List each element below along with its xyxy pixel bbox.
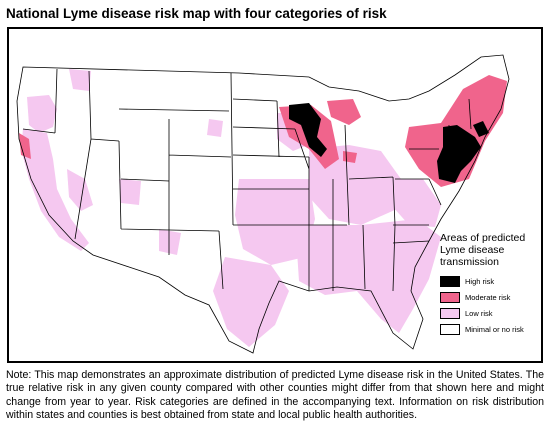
low-risk-areas [21,69,441,347]
low-risk-rockies-north [69,69,91,91]
low-risk-midwest [309,145,401,225]
legend-heading: Areas of predicted Lyme disease transmis… [440,232,526,268]
low-risk-texas [213,257,289,347]
map-note: Note: This map demonstrates an approxima… [6,369,544,422]
map-panel [7,27,543,363]
moderate-risk-california-coast [19,133,31,159]
high-risk-areas [289,103,489,183]
legend-item-high-risk: High risk [440,274,540,288]
moderate-risk-indiana [343,151,357,163]
low-risk-west-coast [21,129,89,251]
low-risk-sierra [67,169,93,211]
legend-item-minimal-risk: Minimal or no risk [440,322,540,336]
high-risk-upper-midwest [289,103,327,157]
legend-swatch-high-risk [440,275,460,287]
legend-swatch-minimal-risk [440,323,460,335]
state-lines-central [218,98,347,291]
legend-swatch-moderate-risk [440,291,460,303]
legend-swatch-low-risk [440,307,460,319]
legend-label-moderate-risk: Moderate risk [465,292,511,302]
high-risk-northeast [437,125,481,183]
low-risk-southeast [297,219,441,333]
state-lines-west [22,68,234,255]
moderate-risk-michigan [327,99,361,125]
high-risk-new-england [473,121,489,137]
legend-label-low-risk: Low risk [465,308,493,318]
low-risk-southwest-patches [119,119,223,255]
state-boundaries [16,54,510,354]
low-risk-pacific-northwest [27,95,57,133]
state-lines-east [344,98,472,292]
legend-label-high-risk: High risk [465,276,495,286]
legend-item-moderate-risk: Moderate risk [440,290,540,304]
legend-item-low-risk: Low risk [440,306,540,320]
us-risk-map [16,54,510,354]
moderate-risk-areas [19,75,507,187]
low-risk-appalachia [389,179,441,227]
low-risk-great-plains [235,179,315,265]
map-title: National Lyme disease risk map with four… [6,6,387,21]
map-legend: Areas of predicted Lyme disease transmis… [440,232,540,338]
us-outline [16,54,510,354]
legend-label-minimal-risk: Minimal or no risk [465,324,524,334]
